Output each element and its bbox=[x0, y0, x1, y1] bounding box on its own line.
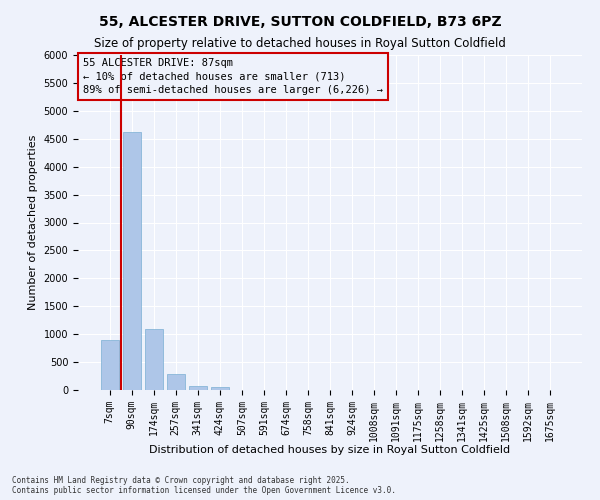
X-axis label: Distribution of detached houses by size in Royal Sutton Coldfield: Distribution of detached houses by size … bbox=[149, 445, 511, 455]
Bar bbox=[145, 329, 163, 390]
Bar bbox=[189, 386, 206, 390]
Bar bbox=[101, 340, 119, 390]
Text: Size of property relative to detached houses in Royal Sutton Coldfield: Size of property relative to detached ho… bbox=[94, 38, 506, 51]
Bar bbox=[167, 374, 185, 390]
Text: Contains HM Land Registry data © Crown copyright and database right 2025.
Contai: Contains HM Land Registry data © Crown c… bbox=[12, 476, 396, 495]
Bar bbox=[123, 132, 140, 390]
Y-axis label: Number of detached properties: Number of detached properties bbox=[28, 135, 38, 310]
Bar bbox=[211, 387, 229, 390]
Text: 55, ALCESTER DRIVE, SUTTON COLDFIELD, B73 6PZ: 55, ALCESTER DRIVE, SUTTON COLDFIELD, B7… bbox=[98, 15, 502, 29]
Text: 55 ALCESTER DRIVE: 87sqm
← 10% of detached houses are smaller (713)
89% of semi-: 55 ALCESTER DRIVE: 87sqm ← 10% of detach… bbox=[83, 58, 383, 95]
